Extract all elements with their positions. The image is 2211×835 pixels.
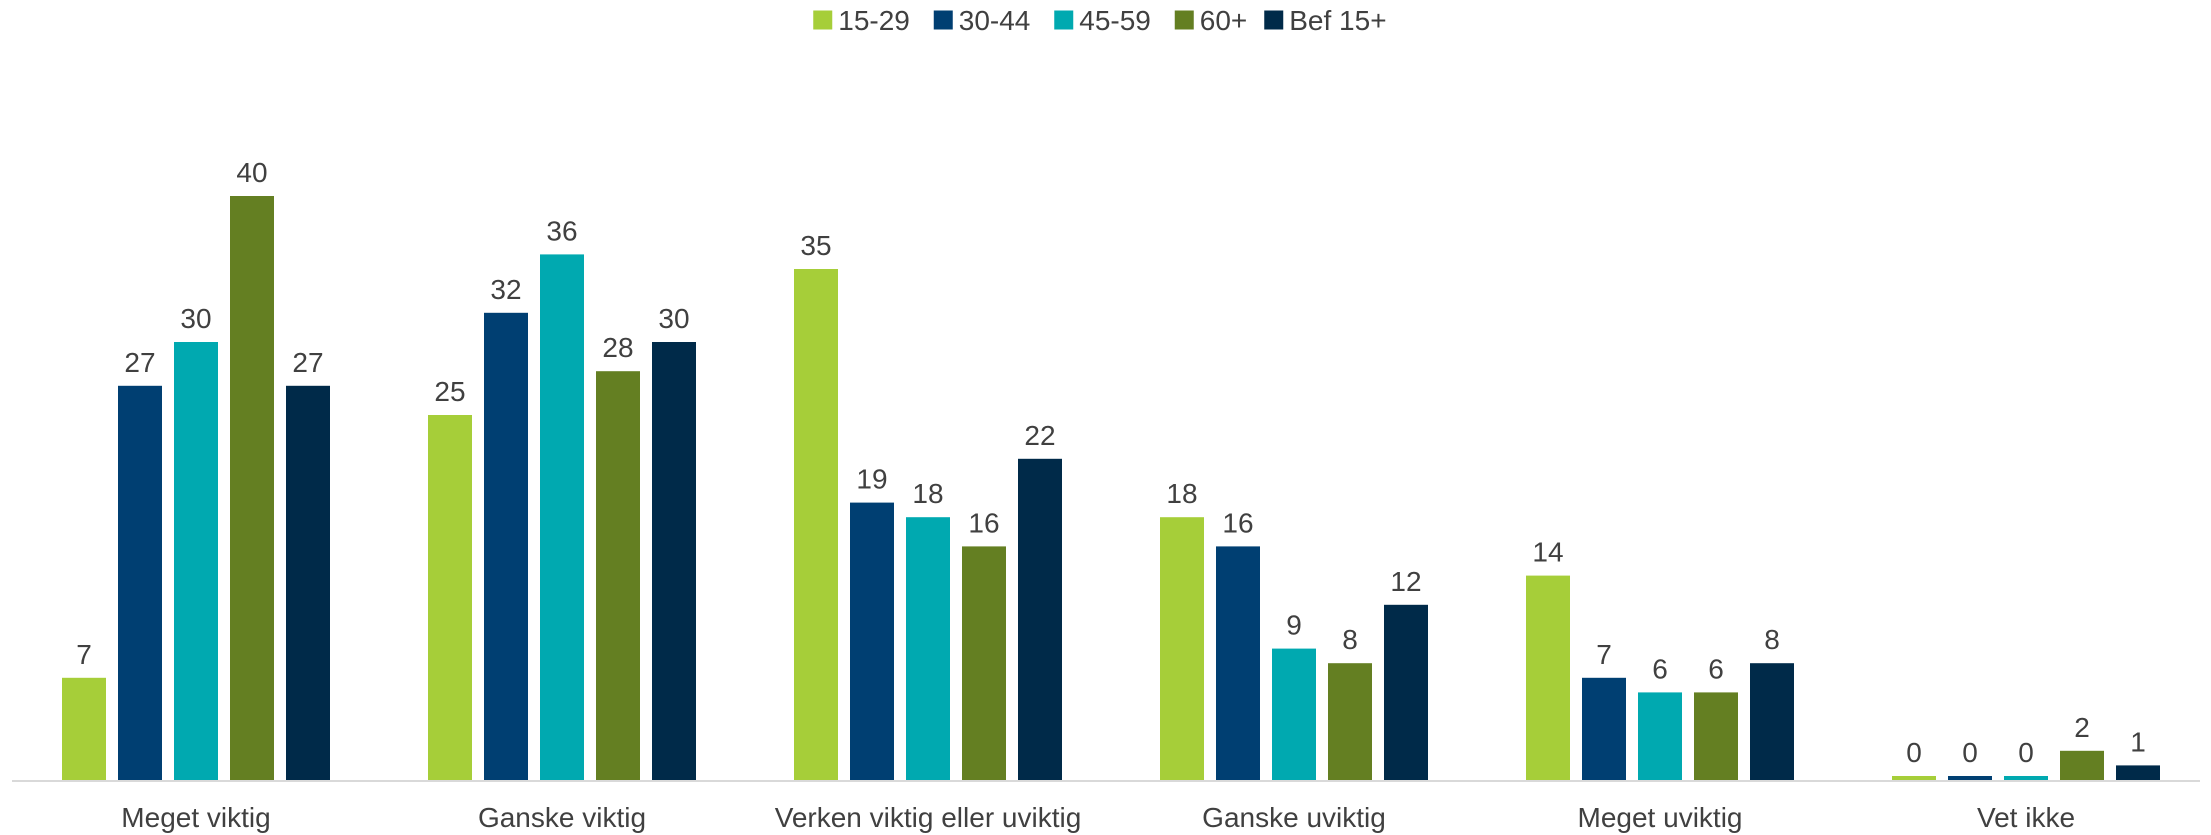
data-label: 32 bbox=[490, 274, 521, 305]
bar bbox=[850, 503, 894, 780]
bar bbox=[652, 342, 696, 780]
bars bbox=[62, 196, 2160, 780]
category-label: Meget uviktig bbox=[1578, 802, 1743, 833]
data-label: 35 bbox=[800, 230, 831, 261]
bar bbox=[2116, 765, 2160, 780]
data-label: 27 bbox=[124, 347, 155, 378]
bar bbox=[1694, 692, 1738, 780]
category-labels: Meget viktig Ganske viktig Verken viktig e… bbox=[121, 802, 2075, 833]
data-label: 30 bbox=[658, 303, 689, 334]
data-label: 7 bbox=[1596, 639, 1612, 670]
data-label: 12 bbox=[1390, 566, 1421, 597]
bar bbox=[794, 269, 838, 780]
bar bbox=[1892, 776, 1936, 780]
bar bbox=[906, 517, 950, 780]
legend-label: 45-59 bbox=[1079, 5, 1151, 36]
data-label: 16 bbox=[968, 507, 999, 538]
data-label: 16 bbox=[1222, 507, 1253, 538]
legend-swatch bbox=[934, 11, 953, 30]
legend-label: Bef 15+ bbox=[1289, 5, 1386, 36]
data-label: 9 bbox=[1286, 610, 1302, 641]
data-label: 19 bbox=[856, 464, 887, 495]
bar bbox=[2004, 776, 2048, 780]
category-label: Ganske uviktig bbox=[1202, 802, 1386, 833]
bar bbox=[230, 196, 274, 780]
bar bbox=[1018, 459, 1062, 780]
bar bbox=[596, 371, 640, 780]
bar bbox=[286, 386, 330, 780]
data-label: 8 bbox=[1342, 624, 1358, 655]
bar bbox=[1160, 517, 1204, 780]
legend-swatch bbox=[1054, 11, 1073, 30]
data-label: 0 bbox=[1906, 737, 1922, 768]
data-label: 36 bbox=[546, 215, 577, 246]
bar bbox=[484, 313, 528, 780]
legend-swatch bbox=[1264, 11, 1283, 30]
legend: 15-29 30-44 45-59 60+ Bef 15+ bbox=[813, 5, 1386, 36]
bar bbox=[118, 386, 162, 780]
category-label: Meget viktig bbox=[121, 802, 270, 833]
legend-label: 15-29 bbox=[838, 5, 910, 36]
data-label: 0 bbox=[1962, 737, 1978, 768]
legend-label: 60+ bbox=[1200, 5, 1248, 36]
data-label: 18 bbox=[1166, 478, 1197, 509]
category-label: Vet ikke bbox=[1977, 802, 2075, 833]
bar bbox=[1948, 776, 1992, 780]
bar bbox=[540, 254, 584, 780]
bar bbox=[962, 546, 1006, 780]
data-label: 30 bbox=[180, 303, 211, 334]
data-label: 28 bbox=[602, 332, 633, 363]
bar bbox=[1216, 546, 1260, 780]
bar bbox=[2060, 751, 2104, 780]
data-label: 22 bbox=[1024, 420, 1055, 451]
data-label: 1 bbox=[2130, 726, 2146, 757]
bar bbox=[1638, 692, 1682, 780]
bar bbox=[1272, 649, 1316, 780]
legend-swatch bbox=[1175, 11, 1194, 30]
bar bbox=[1384, 605, 1428, 780]
data-label: 14 bbox=[1532, 537, 1563, 568]
bar bbox=[1582, 678, 1626, 780]
bar bbox=[428, 415, 472, 780]
data-label: 7 bbox=[76, 639, 92, 670]
data-label: 2 bbox=[2074, 712, 2090, 743]
bar bbox=[1750, 663, 1794, 780]
bar bbox=[62, 678, 106, 780]
data-label: 0 bbox=[2018, 737, 2034, 768]
legend-label: 30-44 bbox=[959, 5, 1031, 36]
bar bbox=[1526, 576, 1570, 780]
data-label: 27 bbox=[292, 347, 323, 378]
legend-swatch bbox=[813, 11, 832, 30]
data-label: 8 bbox=[1764, 624, 1780, 655]
category-label: Ganske viktig bbox=[478, 802, 646, 833]
category-label: Verken viktig eller uviktig bbox=[775, 802, 1082, 833]
bar bbox=[1328, 663, 1372, 780]
bar bbox=[174, 342, 218, 780]
data-label: 18 bbox=[912, 478, 943, 509]
data-label: 40 bbox=[236, 157, 267, 188]
data-label: 6 bbox=[1652, 653, 1668, 684]
data-label: 25 bbox=[434, 376, 465, 407]
data-label: 6 bbox=[1708, 653, 1724, 684]
